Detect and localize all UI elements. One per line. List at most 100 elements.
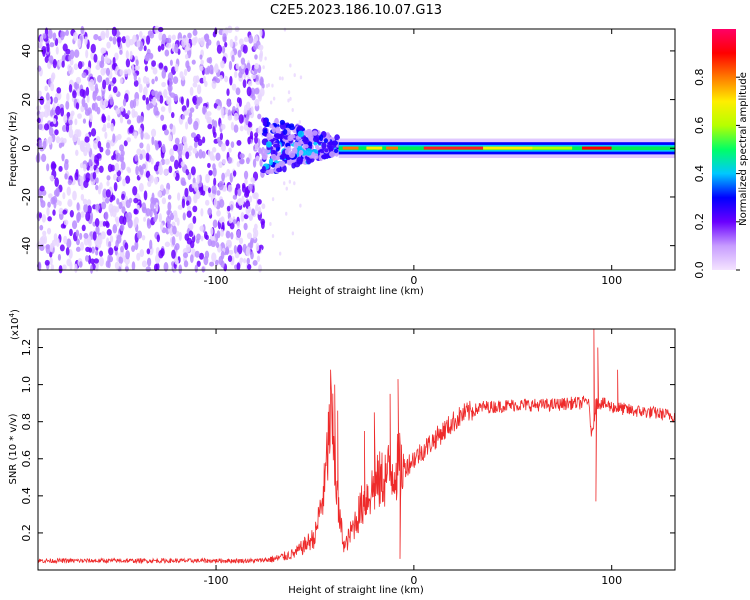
scatter-blob — [324, 148, 329, 153]
noise-blob — [236, 97, 241, 104]
spectrogram-panel: -100 0 100 -40 -20 0 20 40 Height of straight l… — [8, 25, 676, 297]
noise-blob — [112, 223, 118, 234]
colorbar-tick-label: 0.6 — [693, 117, 706, 134]
y-tick-label: 1.2 — [20, 339, 33, 357]
noise-blob — [144, 54, 150, 62]
noise-blob — [66, 92, 70, 102]
noise-blob — [143, 190, 148, 201]
noise-blob — [148, 103, 154, 109]
noise-blob — [250, 106, 254, 114]
noise-blob — [164, 241, 171, 248]
noise-blob — [150, 157, 154, 165]
noise-blob — [63, 161, 69, 171]
noise-blob — [65, 247, 70, 256]
noise-blob — [106, 122, 111, 129]
noise-blob — [48, 29, 53, 40]
noise-blob — [114, 162, 120, 173]
noise-blob — [159, 184, 164, 192]
noise-blob — [128, 126, 134, 134]
noise-blob — [299, 203, 302, 208]
noise-blob — [145, 97, 150, 106]
noise-blob — [39, 244, 45, 252]
x-tick-label: 100 — [601, 274, 622, 287]
noise-blob — [101, 90, 105, 100]
noise-blob — [194, 250, 200, 258]
noise-blob — [85, 49, 89, 59]
noise-blob — [161, 69, 167, 79]
noise-blob — [106, 57, 111, 64]
noise-blob — [95, 136, 101, 143]
noise-blob — [192, 82, 198, 88]
noise-blob — [238, 237, 244, 245]
snr-scale-label: (x104) — [8, 309, 21, 340]
noise-blob — [145, 77, 150, 85]
noise-blob — [245, 101, 251, 111]
noise-blob — [139, 249, 145, 258]
noise-blob — [232, 219, 237, 225]
noise-blob — [83, 232, 89, 239]
noise-blob — [139, 166, 144, 176]
noise-blob — [47, 201, 51, 208]
scatter-blob — [297, 130, 305, 138]
noise-blob — [180, 161, 185, 167]
noise-blob — [99, 182, 103, 190]
colorbar-ticks: 0.0 0.2 0.4 0.6 0.8 — [693, 68, 740, 279]
noise-blob — [127, 167, 132, 174]
noise-blob — [137, 77, 141, 85]
scatter-blob — [321, 141, 327, 150]
noise-blob — [109, 36, 113, 42]
noise-blob — [247, 80, 253, 87]
noise-blob — [86, 95, 90, 103]
noise-blob — [64, 173, 68, 180]
noise-blob — [65, 100, 70, 110]
noise-blob — [136, 148, 142, 156]
noise-blob — [141, 260, 148, 268]
noise-blob — [49, 243, 53, 253]
noise-blob — [172, 76, 179, 84]
noise-blob — [44, 56, 49, 64]
noise-blob — [128, 197, 133, 204]
noise-blob — [193, 141, 198, 149]
noise-blob — [234, 35, 238, 42]
noise-blob — [93, 154, 100, 164]
noise-blob — [236, 140, 242, 146]
noise-blob — [39, 195, 43, 204]
snr-scale-exp: 4 — [8, 312, 16, 317]
noise-blob — [105, 142, 110, 149]
noise-blob — [196, 84, 202, 95]
scatter-blob — [288, 151, 296, 159]
noise-blob — [120, 105, 124, 112]
noise-blob — [240, 57, 246, 65]
noise-blob — [259, 29, 263, 37]
noise-blob — [135, 98, 139, 107]
noise-blob — [248, 213, 253, 222]
noise-blob — [159, 95, 164, 104]
noise-blob — [278, 251, 282, 256]
noise-blob — [203, 255, 209, 266]
noise-blob — [278, 76, 282, 81]
noise-blob — [106, 180, 110, 187]
noise-blob — [269, 100, 273, 105]
noise-blob — [235, 87, 241, 96]
scatter-blob — [298, 149, 304, 156]
noise-blob — [73, 63, 79, 71]
noise-blob — [214, 63, 219, 71]
noise-blob — [93, 164, 97, 171]
noise-blob — [62, 209, 68, 215]
noise-blob — [291, 231, 295, 236]
noise-blob — [299, 75, 303, 80]
noise-blob — [138, 115, 144, 123]
noise-blob — [205, 41, 209, 49]
noise-blob — [111, 26, 117, 37]
noise-blob — [45, 101, 51, 110]
noise-blob — [80, 25, 85, 35]
noise-blob — [67, 179, 73, 186]
noise-blob — [174, 259, 179, 265]
noise-blob — [182, 212, 186, 221]
scatter-blob — [265, 141, 272, 148]
figure-title: C2E5.2023.186.10.07.G13 — [270, 3, 442, 18]
colorbar-label: Normalized spectral amplitude — [738, 72, 749, 226]
carrier-peak — [582, 146, 612, 150]
noise-blob — [163, 261, 169, 272]
noise-blob — [165, 215, 172, 225]
